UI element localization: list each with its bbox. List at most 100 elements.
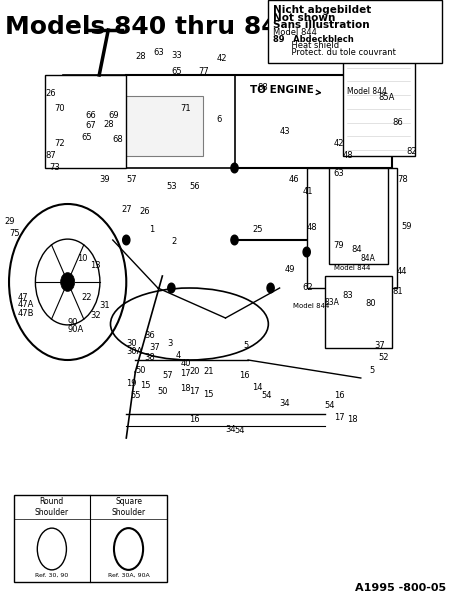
Text: 30: 30 bbox=[126, 338, 137, 347]
Text: A1995 -800-05: A1995 -800-05 bbox=[355, 583, 446, 593]
Text: TO ENGINE: TO ENGINE bbox=[250, 85, 321, 95]
Circle shape bbox=[231, 235, 238, 245]
Text: 55: 55 bbox=[131, 391, 141, 401]
Text: 84A: 84A bbox=[361, 254, 376, 263]
Text: 18: 18 bbox=[347, 415, 358, 425]
Text: 82: 82 bbox=[406, 146, 417, 155]
Text: 34: 34 bbox=[280, 398, 290, 408]
Text: 85A: 85A bbox=[379, 92, 395, 101]
Text: 50: 50 bbox=[135, 366, 146, 376]
Text: 65: 65 bbox=[171, 67, 182, 76]
Text: 15: 15 bbox=[203, 390, 213, 400]
Text: Round
Shoulder: Round Shoulder bbox=[35, 497, 69, 517]
Text: 66: 66 bbox=[86, 110, 97, 119]
Text: 59: 59 bbox=[401, 222, 412, 231]
Text: 62: 62 bbox=[302, 283, 313, 292]
Text: 90: 90 bbox=[68, 318, 78, 328]
Bar bbox=[343, 48, 415, 156]
Text: 86: 86 bbox=[392, 118, 403, 127]
Text: Model 844: Model 844 bbox=[293, 303, 330, 309]
Text: 16: 16 bbox=[239, 370, 250, 379]
Text: 63: 63 bbox=[334, 169, 345, 179]
Circle shape bbox=[267, 283, 274, 293]
Text: 83: 83 bbox=[343, 290, 354, 299]
Text: Model 844: Model 844 bbox=[347, 87, 387, 95]
Text: 1: 1 bbox=[149, 224, 154, 233]
Text: 47: 47 bbox=[18, 292, 29, 301]
Text: 88: 88 bbox=[257, 82, 268, 91]
Text: 17: 17 bbox=[180, 368, 191, 378]
Text: 20: 20 bbox=[189, 367, 200, 377]
Text: 54: 54 bbox=[325, 401, 335, 409]
Text: 54: 54 bbox=[262, 391, 272, 401]
Text: 4: 4 bbox=[176, 350, 181, 359]
Text: 14: 14 bbox=[253, 383, 263, 391]
Circle shape bbox=[60, 272, 75, 292]
Text: 68: 68 bbox=[113, 134, 124, 143]
Text: 48: 48 bbox=[343, 151, 354, 160]
Text: 17: 17 bbox=[189, 387, 200, 396]
Circle shape bbox=[168, 283, 175, 293]
Text: 34: 34 bbox=[226, 425, 236, 433]
Text: 37: 37 bbox=[374, 340, 385, 349]
Text: 26: 26 bbox=[45, 88, 56, 97]
Circle shape bbox=[303, 247, 310, 257]
Text: 28: 28 bbox=[135, 52, 146, 61]
Text: 44: 44 bbox=[397, 266, 407, 275]
Text: 78: 78 bbox=[397, 175, 408, 185]
Text: 25: 25 bbox=[253, 224, 263, 233]
Text: 16: 16 bbox=[189, 415, 200, 425]
Text: 16: 16 bbox=[334, 391, 345, 401]
Bar bbox=[307, 168, 397, 288]
Text: 38: 38 bbox=[144, 352, 155, 361]
Text: 46: 46 bbox=[289, 175, 299, 185]
Text: 41: 41 bbox=[302, 187, 313, 196]
Text: 57: 57 bbox=[162, 370, 173, 379]
Text: 73: 73 bbox=[50, 163, 60, 173]
Text: 81: 81 bbox=[392, 286, 403, 295]
Text: 30A: 30A bbox=[126, 346, 143, 355]
Text: 89   Abdeckblech: 89 Abdeckblech bbox=[273, 35, 354, 44]
Text: Protect. du tole couvrant: Protect. du tole couvrant bbox=[273, 48, 396, 57]
Text: 15: 15 bbox=[140, 381, 150, 390]
Text: 5: 5 bbox=[370, 366, 375, 376]
Text: 43: 43 bbox=[280, 127, 290, 136]
Text: 83A: 83A bbox=[325, 298, 340, 307]
Text: 53: 53 bbox=[167, 182, 178, 191]
Text: 71: 71 bbox=[180, 103, 191, 113]
Text: Square
Shoulder: Square Shoulder bbox=[111, 497, 146, 517]
Text: 65: 65 bbox=[81, 133, 92, 142]
Bar bbox=[63, 75, 235, 168]
Text: 47B: 47B bbox=[18, 308, 35, 318]
Text: 40: 40 bbox=[180, 358, 191, 367]
Bar bbox=[45, 75, 126, 168]
Text: 50: 50 bbox=[158, 387, 168, 396]
Circle shape bbox=[123, 235, 130, 245]
Text: Nicht abgebildet: Nicht abgebildet bbox=[273, 5, 371, 15]
Text: 63: 63 bbox=[153, 48, 164, 57]
Text: 69: 69 bbox=[108, 110, 119, 119]
Text: 2: 2 bbox=[171, 236, 177, 246]
Text: 72: 72 bbox=[54, 139, 65, 148]
Text: Not shown: Not shown bbox=[273, 13, 335, 23]
Text: 77: 77 bbox=[198, 67, 209, 76]
Text: 42: 42 bbox=[334, 139, 344, 148]
Text: Heat shield: Heat shield bbox=[273, 41, 339, 50]
Text: 22: 22 bbox=[81, 292, 92, 301]
Text: 32: 32 bbox=[90, 311, 101, 319]
Text: 48: 48 bbox=[307, 223, 318, 232]
Text: Ref. 30A, 90A: Ref. 30A, 90A bbox=[108, 573, 149, 578]
Bar bbox=[14, 495, 167, 582]
Text: 10: 10 bbox=[77, 254, 87, 263]
Text: 28: 28 bbox=[104, 120, 115, 129]
Text: 79: 79 bbox=[334, 241, 345, 251]
Text: Model 844: Model 844 bbox=[334, 265, 370, 271]
Text: 13: 13 bbox=[90, 260, 101, 269]
Text: 31: 31 bbox=[99, 301, 110, 311]
Text: 47A: 47A bbox=[18, 300, 34, 310]
Text: 42: 42 bbox=[216, 54, 227, 63]
Circle shape bbox=[231, 163, 238, 173]
Bar bbox=[329, 168, 388, 264]
Text: 87: 87 bbox=[45, 151, 56, 160]
Text: 5: 5 bbox=[244, 340, 249, 349]
